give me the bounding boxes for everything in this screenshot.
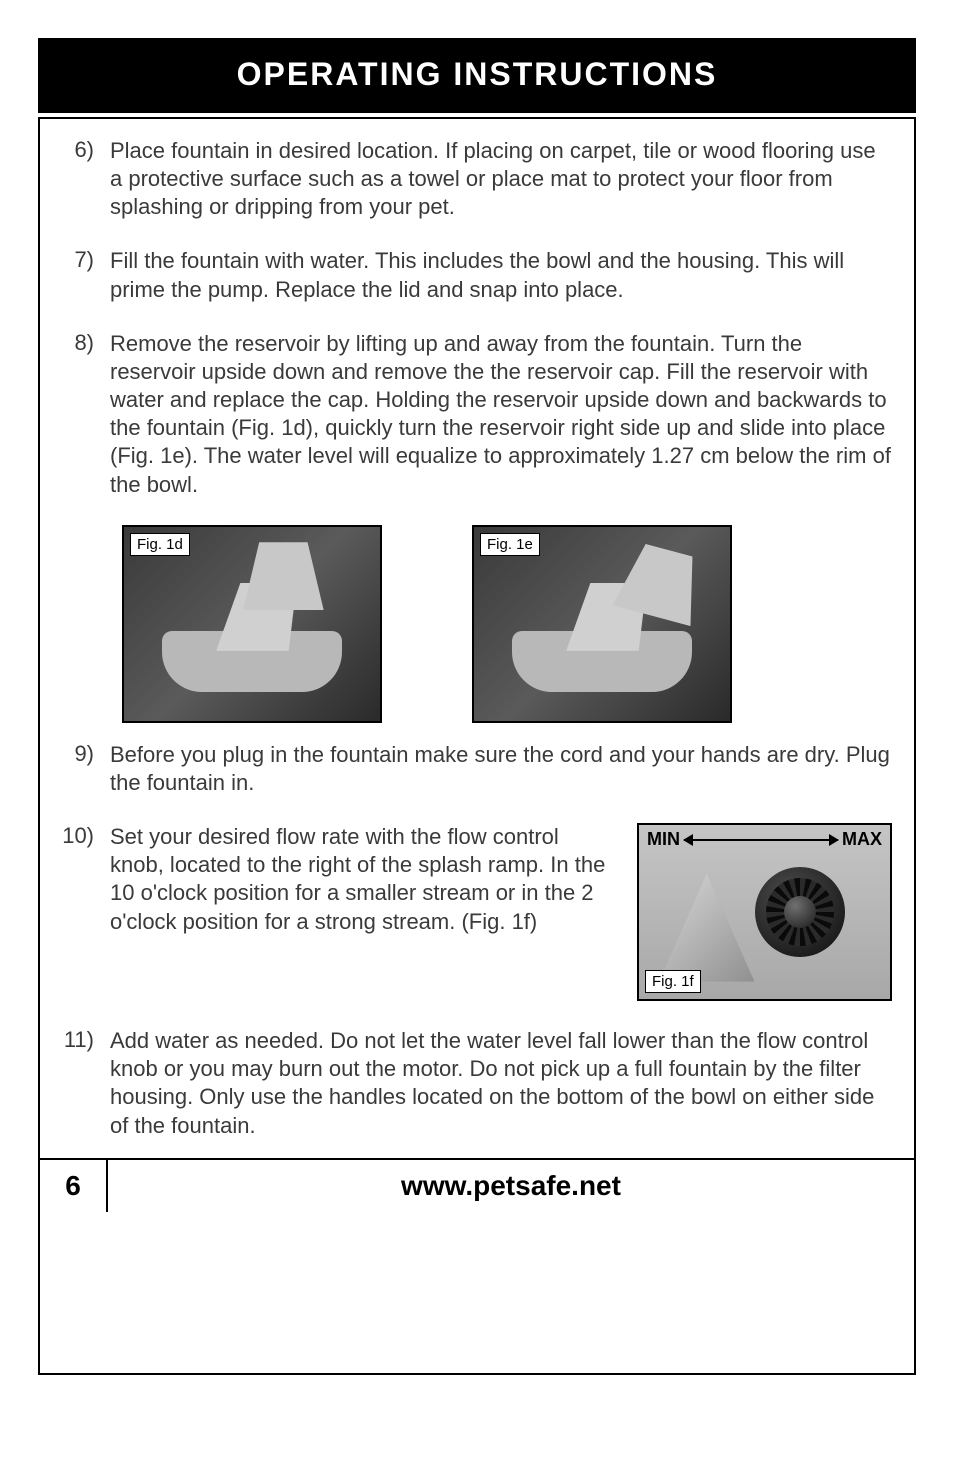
step-7: 7) Fill the fountain with water. This in… xyxy=(62,247,892,303)
step-text: Remove the reservoir by lifting up and a… xyxy=(110,330,892,499)
step-number: 9) xyxy=(62,741,110,797)
figures-row: Fig. 1d Fig. 1e xyxy=(122,525,892,723)
footer: 6 www.petsafe.net xyxy=(40,1158,914,1212)
figure-1e: Fig. 1e xyxy=(472,525,732,723)
figure-1f: MIN MAX Fig. 1f xyxy=(637,823,892,1001)
step-text: Before you plug in the fountain make sur… xyxy=(110,741,892,797)
page: OPERATING INSTRUCTIONS 6) Place fountain… xyxy=(0,0,954,1475)
step-number: 7) xyxy=(62,247,110,303)
step-9: 9) Before you plug in the fountain make … xyxy=(62,741,892,797)
section-header-text: OPERATING INSTRUCTIONS xyxy=(237,56,718,92)
figure-label: Fig. 1e xyxy=(480,533,540,556)
footer-url: www.petsafe.net xyxy=(108,1160,914,1212)
page-number: 6 xyxy=(40,1160,108,1212)
step-number: 10) xyxy=(62,823,110,1001)
section-header: OPERATING INSTRUCTIONS xyxy=(38,38,916,113)
figure-illustration xyxy=(124,527,380,721)
step-text: Fill the fountain with water. This inclu… xyxy=(110,247,892,303)
step-10-row: 10) Set your desired flow rate with the … xyxy=(62,823,892,1001)
step-text: Set your desired flow rate with the flow… xyxy=(110,823,617,1001)
figure-label: Fig. 1d xyxy=(130,533,190,556)
arrow-line-icon xyxy=(684,839,838,841)
step-number: 8) xyxy=(62,330,110,499)
step-11: 11) Add water as needed. Do not let the … xyxy=(62,1027,892,1140)
step-6: 6) Place fountain in desired location. I… xyxy=(62,137,892,221)
step-text: Add water as needed. Do not let the wate… xyxy=(110,1027,892,1140)
figure-illustration xyxy=(474,527,730,721)
step-8: 8) Remove the reservoir by lifting up an… xyxy=(62,330,892,499)
step-number: 11) xyxy=(62,1027,110,1140)
step-text: Place fountain in desired location. If p… xyxy=(110,137,892,221)
step-10: 10) Set your desired flow rate with the … xyxy=(62,823,617,1001)
figure-label: Fig. 1f xyxy=(645,970,701,993)
figure-1d: Fig. 1d xyxy=(122,525,382,723)
min-label: MIN xyxy=(647,829,680,850)
content-frame: 6) Place fountain in desired location. I… xyxy=(38,117,916,1375)
step-number: 6) xyxy=(62,137,110,221)
min-max-indicator: MIN MAX xyxy=(639,829,890,850)
flow-control-knob-shape xyxy=(755,867,845,957)
max-label: MAX xyxy=(842,829,882,850)
